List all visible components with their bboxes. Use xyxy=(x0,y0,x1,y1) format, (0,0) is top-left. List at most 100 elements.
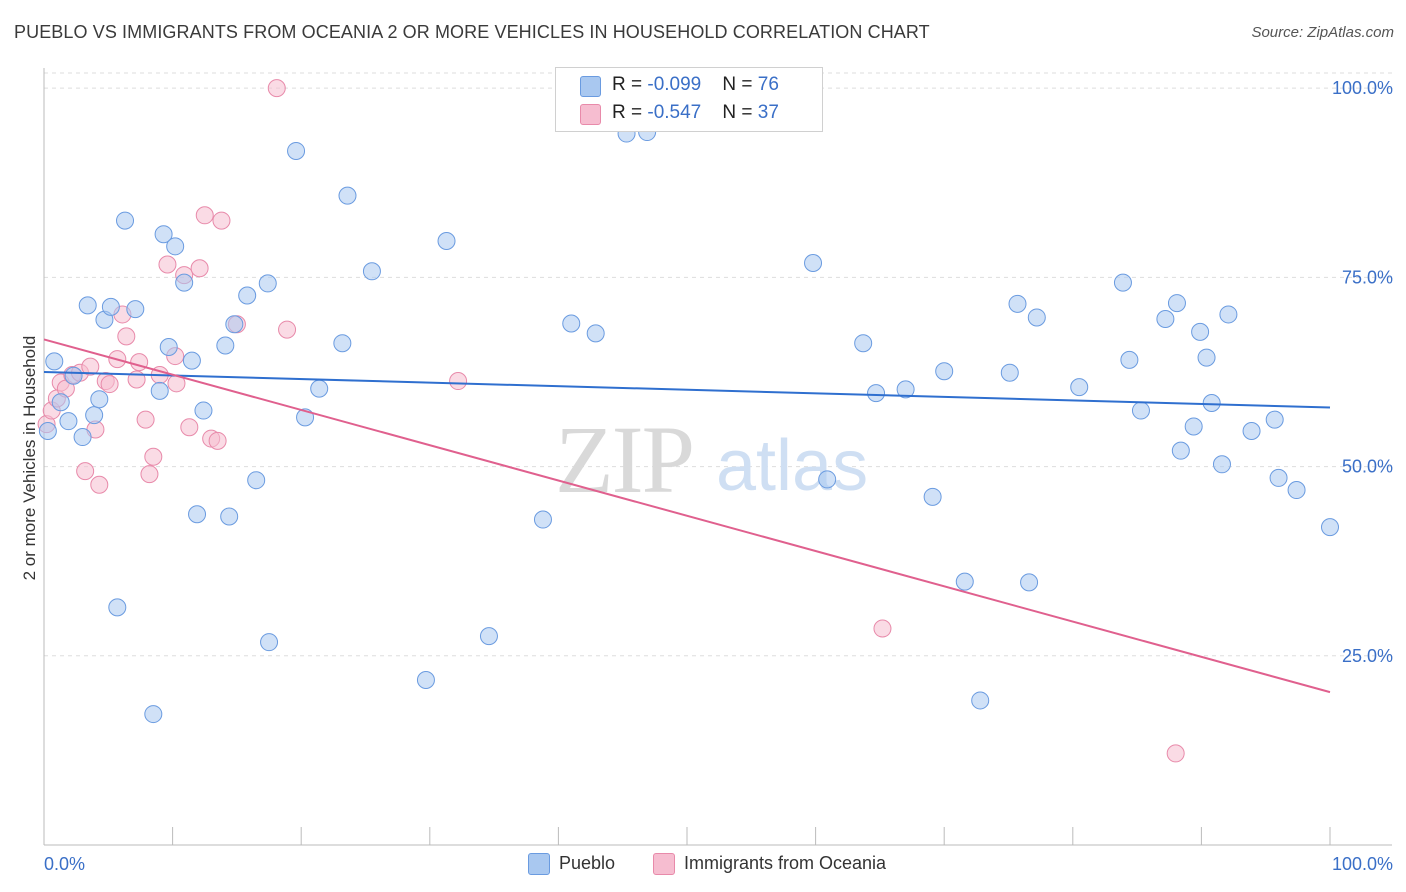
bottom-pueblo-swatch xyxy=(528,853,550,875)
pueblo-point xyxy=(38,421,57,440)
pueblo-point xyxy=(258,274,277,293)
oceania-point xyxy=(449,372,468,391)
oceania-point xyxy=(278,320,297,339)
pueblo-point xyxy=(1171,441,1190,460)
oceania-point xyxy=(1166,744,1185,763)
oceania-trend-line xyxy=(43,338,1331,694)
watermark: ZIP atlas xyxy=(555,406,868,513)
pueblo-point xyxy=(1219,305,1238,324)
pueblo-point xyxy=(1020,573,1039,592)
pueblo-point xyxy=(804,253,823,272)
pueblo-point xyxy=(78,296,97,315)
pueblo-point xyxy=(182,351,201,370)
oceania-n-value: 37 xyxy=(757,102,779,123)
pueblo-point xyxy=(1212,455,1231,474)
pueblo-point xyxy=(1269,468,1288,487)
pueblo-point xyxy=(479,627,498,646)
pueblo-point xyxy=(586,324,605,343)
pueblo-point xyxy=(1191,322,1210,341)
pueblo-point xyxy=(437,232,456,251)
oceania-point xyxy=(208,431,227,450)
pueblo-point xyxy=(260,633,279,652)
pueblo-point xyxy=(1202,393,1221,412)
pueblo-point xyxy=(362,262,381,281)
pueblo-point xyxy=(188,505,207,524)
pueblo-point xyxy=(108,598,127,617)
pueblo-point xyxy=(85,406,104,425)
pueblo-point xyxy=(144,705,163,724)
pueblo-point xyxy=(154,225,173,244)
pueblo-point xyxy=(116,211,135,230)
chart-title: PUEBLO VS IMMIGRANTS FROM OCEANIA 2 OR M… xyxy=(14,22,930,42)
x-tick-label-min: 0.0% xyxy=(44,854,85,874)
trend-lines xyxy=(43,338,1331,694)
pueblo-swatch xyxy=(580,76,601,97)
pueblo-point xyxy=(1167,294,1186,313)
y-tick-label: 75.0% xyxy=(1342,267,1393,287)
pueblo-r-value: -0.099 xyxy=(647,74,702,95)
pueblo-point xyxy=(194,401,213,420)
gridlines xyxy=(44,72,1392,657)
oceania-point xyxy=(267,79,286,98)
pueblo-point xyxy=(159,337,178,356)
pueblo-point xyxy=(238,286,257,305)
pueblo-n-label: N = xyxy=(722,74,758,95)
pueblo-point xyxy=(935,362,954,381)
pueblo-point xyxy=(1156,309,1175,328)
oceania-point xyxy=(180,418,199,437)
pueblo-point xyxy=(51,393,70,412)
pueblo-point xyxy=(150,381,169,400)
oceania-point xyxy=(190,259,209,278)
pueblo-trend-line xyxy=(43,370,1331,409)
oceania-point xyxy=(144,447,163,466)
source-credit: Source: ZipAtlas.com xyxy=(1251,24,1394,41)
pueblo-point xyxy=(287,141,306,160)
pueblo-point xyxy=(64,366,83,385)
pueblo-point xyxy=(896,380,915,399)
pueblo-r-label: R = xyxy=(612,74,648,95)
watermark-atlas: atlas xyxy=(716,426,868,506)
oceania-r-value: -0.547 xyxy=(647,102,702,123)
watermark-zip: ZIP xyxy=(555,406,693,513)
pueblo-n-value: 76 xyxy=(757,74,779,95)
pueblo-point xyxy=(338,186,357,205)
bottom-oceania-swatch xyxy=(653,853,675,875)
oceania-point xyxy=(117,327,136,346)
oceania-point xyxy=(140,465,159,484)
pueblo-point xyxy=(73,428,92,447)
pueblo-point xyxy=(1287,481,1306,500)
pueblo-point xyxy=(854,334,873,353)
bottom-oceania-label: Immigrants from Oceania xyxy=(684,853,887,873)
pueblo-point xyxy=(1070,378,1089,397)
axes xyxy=(43,68,1392,846)
pueblo-point xyxy=(1113,273,1132,292)
oceania-point xyxy=(90,475,109,494)
oceania-point xyxy=(873,619,892,638)
oceania-point xyxy=(158,255,177,274)
pueblo-point xyxy=(101,297,120,316)
oceania-point xyxy=(195,206,214,225)
pueblo-point xyxy=(90,390,109,409)
oceania-point xyxy=(136,410,155,429)
pueblo-point xyxy=(225,315,244,334)
pueblo-point xyxy=(562,314,581,333)
bottom-pueblo-label: Pueblo xyxy=(559,853,616,873)
pueblo-point xyxy=(166,237,185,256)
pueblo-point xyxy=(220,507,239,526)
pueblo-point xyxy=(45,352,64,371)
pueblo-point xyxy=(1008,294,1027,313)
pueblo-point xyxy=(818,470,837,489)
pueblo-point xyxy=(247,471,266,490)
pueblo-point xyxy=(923,487,942,506)
pueblo-point xyxy=(1120,350,1139,369)
pueblo-point xyxy=(533,510,552,529)
pueblo-point xyxy=(1027,308,1046,327)
y-tick-label: 50.0% xyxy=(1342,457,1393,477)
correlation-legend: R = -0.099 N = 76 R = -0.547 N = 37 xyxy=(555,67,823,132)
pueblo-point xyxy=(1131,401,1150,420)
y-tick-label: 25.0% xyxy=(1342,646,1393,666)
pueblo-point xyxy=(416,671,435,690)
pueblo-points xyxy=(38,79,1339,724)
pueblo-point xyxy=(1321,518,1339,537)
